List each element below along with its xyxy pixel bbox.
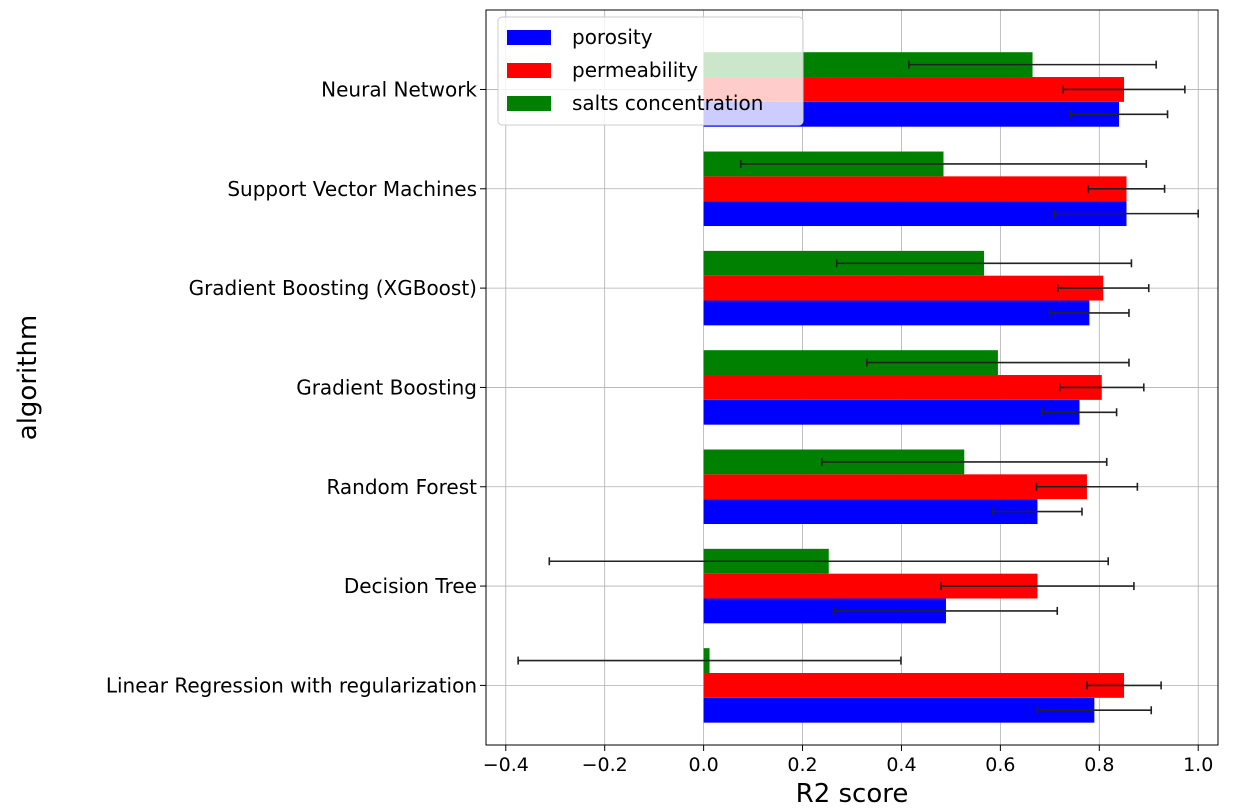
legend-items: porosity permeability salts concentration xyxy=(507,25,763,115)
legend-label-permeability: permeability xyxy=(572,58,698,82)
category-label: Linear Regression with regularization xyxy=(106,673,477,697)
category-label: Neural Network xyxy=(321,77,477,101)
bar-permeability xyxy=(703,375,1102,400)
legend: porosity permeability salts concentration xyxy=(497,16,804,126)
error-bars-layer xyxy=(517,60,1200,715)
x-tick-label: 0.2 xyxy=(787,754,817,776)
y-axis-ticks: Linear Regression with regularization Dec… xyxy=(106,77,486,697)
bar-porosity xyxy=(703,697,1095,723)
bar-permeability xyxy=(703,474,1087,500)
plot-frame xyxy=(485,9,1219,746)
bar-permeability xyxy=(703,672,1125,698)
x-axis-title: R2 score xyxy=(796,779,909,807)
x-tick-label: −0.2 xyxy=(582,754,628,776)
bar-porosity xyxy=(703,399,1080,425)
category-label: Support Vector Machines xyxy=(227,177,477,201)
legend-swatch-salts-concentration xyxy=(507,96,551,111)
x-tick-label: 0.0 xyxy=(689,754,719,776)
x-tick-label: 0.8 xyxy=(1084,754,1114,776)
bar-permeability xyxy=(703,176,1127,202)
y-axis-title: algorithm xyxy=(13,315,43,440)
category-label: Gradient Boosting (XGBoost) xyxy=(189,276,477,300)
legend-swatch-permeability xyxy=(507,63,551,78)
legend-box xyxy=(497,16,804,126)
x-tick-label: 0.4 xyxy=(886,754,916,776)
legend-label-salts-concentration: salts concentration xyxy=(572,91,763,115)
bar-permeability xyxy=(703,275,1104,301)
bars-layer xyxy=(703,52,1127,723)
bar-porosity xyxy=(703,300,1090,326)
x-tick-label: −0.4 xyxy=(483,754,529,776)
x-axis-ticks: −0.4 −0.2 0.0 0.2 0.4 0.6 0.8 1.0 xyxy=(483,745,1213,776)
legend-label-porosity: porosity xyxy=(572,25,653,49)
bar-porosity xyxy=(703,499,1038,525)
category-label: Gradient Boosting xyxy=(296,375,477,399)
category-label: Decision Tree xyxy=(344,574,477,598)
category-label: Random Forest xyxy=(326,475,477,499)
x-tick-label: 1.0 xyxy=(1183,754,1213,776)
legend-swatch-porosity xyxy=(507,30,551,45)
x-tick-label: 0.6 xyxy=(985,754,1015,776)
